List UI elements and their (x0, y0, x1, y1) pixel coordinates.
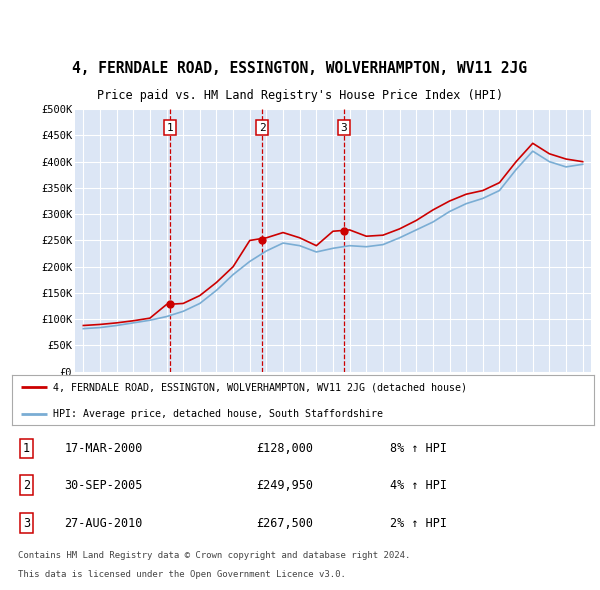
Text: £249,950: £249,950 (256, 478, 313, 492)
Text: £128,000: £128,000 (256, 442, 313, 455)
Text: 2: 2 (259, 123, 266, 133)
Text: 4% ↑ HPI: 4% ↑ HPI (391, 478, 448, 492)
Text: 4, FERNDALE ROAD, ESSINGTON, WOLVERHAMPTON, WV11 2JG (detached house): 4, FERNDALE ROAD, ESSINGTON, WOLVERHAMPT… (53, 382, 467, 392)
Text: Contains HM Land Registry data © Crown copyright and database right 2024.: Contains HM Land Registry data © Crown c… (18, 550, 410, 560)
Text: 27-AUG-2010: 27-AUG-2010 (64, 517, 143, 530)
Text: 3: 3 (23, 517, 30, 530)
Text: This data is licensed under the Open Government Licence v3.0.: This data is licensed under the Open Gov… (18, 570, 346, 579)
Text: 17-MAR-2000: 17-MAR-2000 (64, 442, 143, 455)
Text: 2: 2 (23, 478, 30, 492)
Text: 2% ↑ HPI: 2% ↑ HPI (391, 517, 448, 530)
Text: 30-SEP-2005: 30-SEP-2005 (64, 478, 143, 492)
Text: 1: 1 (23, 442, 30, 455)
Text: HPI: Average price, detached house, South Staffordshire: HPI: Average price, detached house, Sout… (53, 409, 383, 419)
Text: 1: 1 (167, 123, 173, 133)
Text: 8% ↑ HPI: 8% ↑ HPI (391, 442, 448, 455)
Text: £267,500: £267,500 (256, 517, 313, 530)
Text: 4, FERNDALE ROAD, ESSINGTON, WOLVERHAMPTON, WV11 2JG: 4, FERNDALE ROAD, ESSINGTON, WOLVERHAMPT… (73, 61, 527, 76)
Text: Price paid vs. HM Land Registry's House Price Index (HPI): Price paid vs. HM Land Registry's House … (97, 88, 503, 101)
Text: 3: 3 (340, 123, 347, 133)
